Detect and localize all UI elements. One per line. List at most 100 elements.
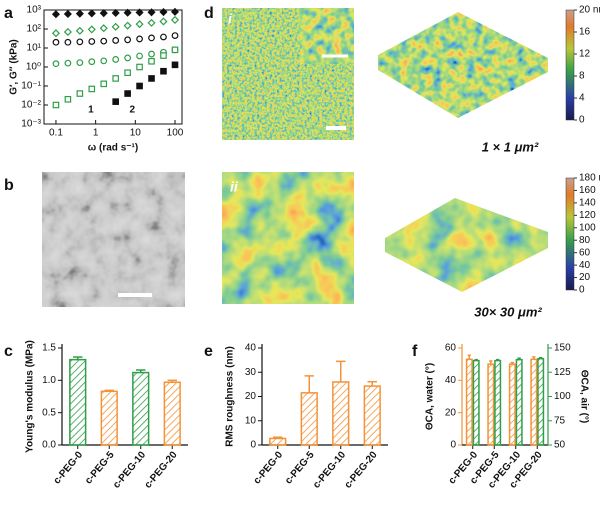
bar: [530, 358, 538, 446]
y2-tick-label: 75: [554, 415, 566, 426]
marker: [148, 50, 155, 58]
panel-label: e: [204, 343, 213, 360]
marker: [136, 63, 143, 71]
panel-label: f: [412, 343, 418, 360]
error-bar: [336, 360, 346, 382]
marker: [52, 60, 60, 68]
colorbar-tick-label: 12: [579, 49, 591, 60]
annotation: 1: [88, 105, 94, 116]
bar: [363, 385, 381, 446]
marker: [147, 18, 156, 27]
colorbar-tick-label: 100: [579, 222, 596, 233]
marker: [160, 52, 167, 59]
marker: [112, 98, 119, 105]
marker: [123, 21, 132, 30]
marker: [170, 15, 180, 24]
marker: [148, 34, 155, 42]
marker: [76, 90, 84, 97]
marker: [63, 9, 72, 18]
error-bar: [304, 375, 314, 393]
marker: [159, 17, 168, 26]
y-tick-label: 0.5: [42, 407, 56, 418]
x-tick-label: c-PEG-20: [143, 449, 180, 490]
marker: [64, 59, 72, 67]
afm-surface: [385, 198, 548, 292]
scale-label: 30× 30 μm²: [474, 304, 542, 319]
x-axis-label: ω (rad s⁻¹): [88, 143, 138, 154]
bar: [100, 390, 118, 446]
colorbar-tick-label: 8: [579, 71, 585, 82]
marker: [87, 25, 96, 34]
marker: [124, 69, 131, 77]
marker: [112, 37, 120, 44]
bar: [515, 358, 523, 446]
bar: [132, 371, 150, 446]
bar: [269, 437, 287, 446]
y2-tick-label: 50: [554, 440, 566, 451]
marker: [111, 8, 120, 17]
y-tick-label: 20: [445, 407, 457, 418]
marker: [112, 75, 119, 82]
y-tick-label: 10⁻²: [21, 100, 41, 111]
colorbar: [565, 9, 575, 121]
y2-axis-label: ΘCA, air (°): [578, 370, 589, 423]
colorbar-tick-label: 40: [579, 260, 591, 271]
y-tick-label: 0: [450, 440, 456, 451]
colorbar-tick-label: 60: [579, 247, 591, 258]
marker: [123, 8, 132, 17]
marker: [160, 33, 167, 41]
y-axis-label: G′, G″ (kPa): [9, 39, 20, 95]
bar: [508, 363, 516, 446]
annotation: 2: [130, 105, 136, 116]
y-tick-label: 10: [245, 415, 257, 426]
marker: [124, 90, 131, 97]
marker: [100, 57, 108, 65]
y-axis-label: Young's modulus (MPa): [25, 340, 36, 453]
panel-label: a: [4, 5, 13, 22]
marker: [159, 8, 168, 17]
afm-map: [222, 172, 354, 304]
marker: [52, 38, 60, 46]
marker: [76, 59, 84, 67]
y-tick-label: 0: [250, 440, 256, 451]
marker: [171, 46, 179, 54]
marker: [148, 75, 155, 82]
y2-tick-label: 150: [554, 343, 571, 354]
marker: [112, 56, 120, 63]
bar: [494, 359, 502, 446]
y-tick-label: 30: [245, 367, 257, 378]
marker: [136, 52, 143, 60]
y-tick-label: 10¹: [27, 43, 42, 54]
bar: [163, 381, 181, 446]
y-tick-label: 60: [445, 343, 457, 354]
marker: [135, 20, 144, 29]
marker: [136, 35, 143, 43]
x-tick-label: c-PEG-5: [283, 449, 317, 486]
bar: [487, 363, 495, 446]
marker: [148, 57, 155, 65]
y-tick-label: 1.5: [42, 343, 56, 354]
colorbar-tick-label: 16: [579, 27, 591, 38]
marker: [124, 54, 132, 62]
bar: [472, 359, 480, 446]
colorbar-tick-label: 0: [579, 115, 585, 126]
bar: [69, 358, 87, 446]
bar: [537, 357, 545, 446]
marker: [64, 95, 72, 103]
marker: [99, 24, 108, 33]
colorbar-tick-label: 4: [579, 93, 585, 104]
x-tick-label: c-PEG-20: [343, 449, 380, 490]
colorbar-tick-label: 20 nm: [579, 5, 600, 16]
marker: [99, 9, 108, 18]
x-tick-label: 100: [167, 128, 184, 139]
y-tick-label: 1.0: [42, 375, 56, 386]
marker: [135, 8, 144, 17]
x-tick-label: 0.1: [49, 128, 63, 139]
marker: [111, 22, 120, 31]
y-tick-label: 10⁻³: [21, 119, 41, 130]
marker: [147, 8, 156, 17]
scale-label: 1 × 1 μm²: [482, 139, 539, 154]
y-tick-label: 0.0: [42, 440, 56, 451]
micrograph: [42, 172, 185, 307]
